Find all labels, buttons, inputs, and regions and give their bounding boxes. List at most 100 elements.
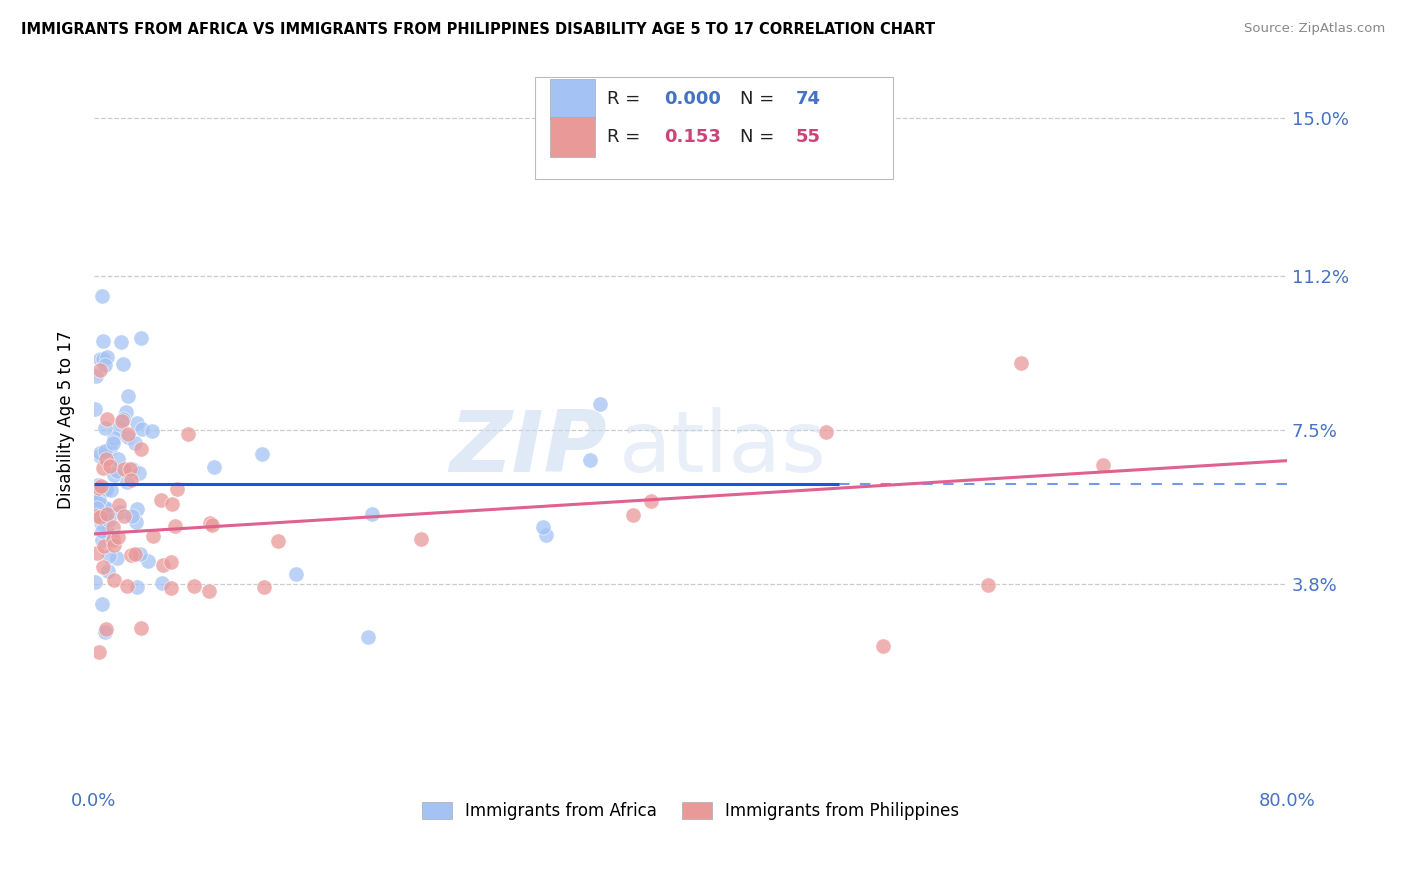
Point xyxy=(91,533,114,547)
Point xyxy=(103,538,125,552)
Point xyxy=(84,485,107,500)
Point xyxy=(96,507,118,521)
Point xyxy=(1010,356,1032,370)
Text: R =: R = xyxy=(607,90,645,108)
Point xyxy=(94,420,117,434)
Point xyxy=(183,578,205,592)
Point xyxy=(125,416,148,430)
Point xyxy=(98,549,121,563)
Point xyxy=(86,500,108,515)
Point xyxy=(118,462,141,476)
Point xyxy=(111,414,134,428)
Point xyxy=(159,581,181,595)
Point xyxy=(117,579,139,593)
Point xyxy=(93,444,115,458)
Point xyxy=(112,462,135,476)
Point xyxy=(91,559,114,574)
Text: 74: 74 xyxy=(796,90,820,108)
Point xyxy=(89,450,111,464)
Point xyxy=(87,478,110,492)
Point xyxy=(110,335,132,350)
Point xyxy=(89,446,111,460)
Point xyxy=(93,540,115,554)
Point xyxy=(115,404,138,418)
Text: IMMIGRANTS FROM AFRICA VS IMMIGRANTS FROM PHILIPPINES DISABILITY AGE 5 TO 17 COR: IMMIGRANTS FROM AFRICA VS IMMIGRANTS FRO… xyxy=(21,22,935,37)
Text: N =: N = xyxy=(741,90,780,108)
Point xyxy=(87,493,110,508)
Text: atlas: atlas xyxy=(619,407,827,490)
Point xyxy=(131,422,153,436)
Point xyxy=(89,363,111,377)
Point xyxy=(97,513,120,527)
Point xyxy=(84,575,107,590)
Point xyxy=(200,516,222,530)
Point xyxy=(103,573,125,587)
Point xyxy=(579,453,602,467)
Point xyxy=(98,458,121,473)
Point xyxy=(531,520,554,534)
Point xyxy=(112,357,135,371)
Point xyxy=(356,630,378,644)
Text: 55: 55 xyxy=(796,128,820,145)
Point xyxy=(814,425,837,440)
Point xyxy=(361,507,384,521)
Text: R =: R = xyxy=(607,128,651,145)
Point xyxy=(129,442,152,457)
Point xyxy=(117,389,139,403)
Point xyxy=(253,580,276,594)
Point xyxy=(96,502,118,516)
Point xyxy=(97,526,120,541)
Point xyxy=(129,621,152,635)
Point xyxy=(94,623,117,637)
Point xyxy=(162,497,184,511)
Point xyxy=(117,426,139,441)
Point xyxy=(91,524,114,539)
Point xyxy=(252,447,274,461)
Bar xyxy=(550,117,595,157)
Point xyxy=(89,482,111,496)
Point xyxy=(117,430,139,444)
Point xyxy=(98,442,121,457)
Point xyxy=(267,534,290,549)
Point xyxy=(101,531,124,545)
Point xyxy=(86,369,108,384)
Point xyxy=(84,402,107,417)
Point xyxy=(411,532,433,546)
Text: 0.153: 0.153 xyxy=(664,128,721,145)
Point xyxy=(129,331,152,345)
Point xyxy=(202,459,225,474)
Point xyxy=(84,508,107,523)
Point xyxy=(93,625,115,640)
Point xyxy=(84,494,107,508)
Point xyxy=(90,597,112,611)
Point xyxy=(141,424,163,438)
Point xyxy=(89,352,111,367)
Text: 0.000: 0.000 xyxy=(664,90,721,108)
Point xyxy=(107,499,129,513)
Point xyxy=(89,509,111,524)
Point xyxy=(120,548,142,562)
Point xyxy=(107,452,129,467)
Point xyxy=(96,350,118,364)
Point xyxy=(124,436,146,450)
Point xyxy=(90,516,112,531)
Point xyxy=(94,483,117,498)
Point xyxy=(108,506,131,520)
Point xyxy=(107,421,129,435)
Point xyxy=(97,565,120,579)
Point xyxy=(125,515,148,529)
Point xyxy=(621,508,644,522)
Text: N =: N = xyxy=(741,128,780,145)
Point xyxy=(101,519,124,533)
Point xyxy=(117,475,139,489)
Point xyxy=(96,412,118,426)
Point xyxy=(588,397,610,411)
Point xyxy=(121,509,143,524)
Point xyxy=(90,479,112,493)
Point xyxy=(152,558,174,572)
Point xyxy=(91,289,114,303)
Bar xyxy=(550,78,595,119)
Point xyxy=(91,461,114,475)
Point xyxy=(101,436,124,450)
Point xyxy=(91,351,114,366)
